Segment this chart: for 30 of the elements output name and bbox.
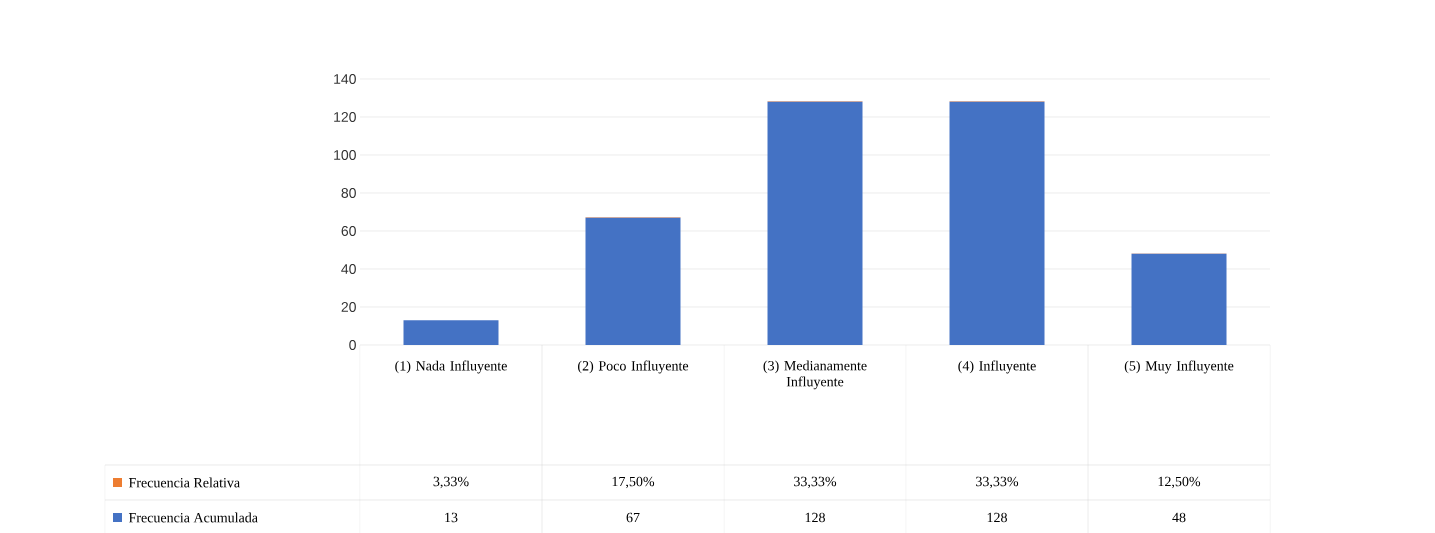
y-tick-label: 140 bbox=[334, 74, 356, 84]
bar bbox=[585, 217, 681, 345]
legend-label: Frecuencia Relativa bbox=[128, 477, 240, 488]
bar bbox=[403, 320, 499, 345]
x-tick-label: (5) Muy Influyente bbox=[1124, 360, 1234, 374]
y-tick-label: 100 bbox=[334, 150, 356, 160]
data-label: 67 bbox=[626, 512, 640, 523]
bar bbox=[1131, 253, 1227, 345]
x-tick-label: (1) Nada Influyente bbox=[395, 360, 507, 374]
y-tick-label: 80 bbox=[341, 188, 356, 198]
y-tick-label: 60 bbox=[341, 226, 356, 236]
data-label: 17,50% bbox=[612, 476, 655, 489]
bar bbox=[949, 101, 1045, 345]
data-label: 48 bbox=[1172, 512, 1186, 523]
y-tick-label: 40 bbox=[341, 264, 356, 274]
data-label: 33,33% bbox=[794, 476, 837, 489]
data-label: 3,33% bbox=[433, 476, 469, 489]
x-tick-label: (3) Medianamente Influyente bbox=[763, 360, 867, 390]
y-tick-label: 0 bbox=[349, 340, 356, 350]
bar bbox=[767, 101, 863, 345]
data-label: 33,33% bbox=[976, 476, 1019, 489]
y-tick-label: 20 bbox=[341, 302, 356, 312]
y-tick-label: 120 bbox=[334, 112, 356, 122]
data-label: 128 bbox=[987, 512, 1007, 523]
x-tick-label: (4) Influyente bbox=[958, 360, 1036, 374]
x-tick-label: (2) Poco Influyente bbox=[578, 360, 689, 374]
legend-label: Frecuencia Acumulada bbox=[128, 512, 258, 523]
data-label: 13 bbox=[445, 512, 458, 523]
data-label: 128 bbox=[805, 512, 825, 523]
data-label: 12,50% bbox=[1158, 476, 1201, 489]
